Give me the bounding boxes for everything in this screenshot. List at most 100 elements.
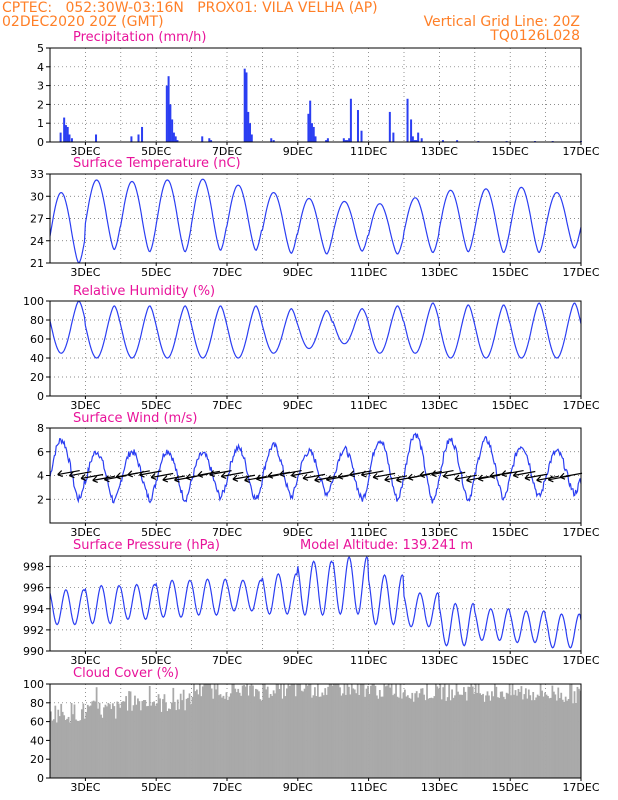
wind-arrowhead xyxy=(431,470,437,478)
cloud-bar xyxy=(538,695,540,778)
cloud-bar xyxy=(436,686,439,778)
y-tick-label: 3 xyxy=(37,80,44,93)
cloud-bar xyxy=(215,689,217,778)
cloud-bar xyxy=(572,703,574,778)
wind-arrow xyxy=(466,475,489,482)
x-tick-label: 3DEC xyxy=(70,266,100,279)
y-tick-label: 60 xyxy=(30,716,44,729)
cloud-bar xyxy=(191,696,194,778)
panel-frame xyxy=(49,47,582,143)
cloud-bar xyxy=(156,703,158,778)
wind-arrowhead xyxy=(442,471,449,479)
wind-arrowhead xyxy=(325,475,332,483)
wind-arrowhead xyxy=(361,470,367,478)
cloud-bar xyxy=(535,697,538,778)
wind-arrow xyxy=(431,469,454,476)
cloud-bar xyxy=(327,686,330,778)
cloud-bar xyxy=(508,684,511,778)
x-tick-label: 9DEC xyxy=(283,654,313,667)
panel-frame xyxy=(49,427,582,524)
cloud-bar xyxy=(70,703,73,778)
wind-arrow xyxy=(524,473,548,479)
cloud-bar xyxy=(210,688,213,778)
wind-arrowhead xyxy=(349,470,355,478)
precip-bar xyxy=(307,113,310,142)
cloud-bar xyxy=(383,684,386,778)
cloud-bar xyxy=(50,711,52,778)
cloud-bar xyxy=(283,684,285,778)
cloud-bar xyxy=(262,684,265,778)
cloud-bar xyxy=(97,708,99,778)
precip-bar xyxy=(137,134,140,142)
y-tick-label: 27 xyxy=(30,213,44,226)
cloud-bar xyxy=(340,695,343,778)
cloud-bar xyxy=(134,695,136,778)
cloud-bar xyxy=(196,689,198,778)
cloud-bar xyxy=(564,696,567,778)
cloud-bar xyxy=(100,714,102,778)
wind-arrowhead xyxy=(524,473,531,481)
precip-bar xyxy=(64,125,67,142)
x-tick-label: 13DEC xyxy=(421,526,458,539)
wind-arrow xyxy=(454,474,477,480)
cloud-bar xyxy=(319,696,322,778)
cloud-bar xyxy=(362,684,365,778)
cloud-bar xyxy=(396,696,399,778)
cloud-bar xyxy=(488,695,490,778)
cloud-bar xyxy=(299,684,302,778)
precip-bar xyxy=(66,126,69,142)
wind-arrow xyxy=(221,471,244,478)
cloud-bar xyxy=(250,684,253,778)
cloud-bar xyxy=(501,691,504,778)
wind-arrowhead xyxy=(396,475,402,483)
cloud-bar xyxy=(339,687,341,778)
cloud-bar xyxy=(278,689,281,778)
cloud-bar xyxy=(401,698,403,778)
x-tick-label: 9DEC xyxy=(283,266,313,279)
cloud-bar xyxy=(353,689,356,778)
wind-arrowhead xyxy=(279,470,285,478)
cloud-bar xyxy=(502,696,505,778)
x-tick-label: 15DEC xyxy=(492,266,529,279)
wind-arrowhead xyxy=(489,471,496,479)
cloud-bar xyxy=(346,684,349,778)
precip-bar xyxy=(413,140,416,142)
cloud-bar xyxy=(398,697,400,778)
cloud-bar xyxy=(128,691,130,778)
cloud-bar xyxy=(101,717,104,778)
cloud-bar xyxy=(119,707,122,778)
x-tick-label: 7DEC xyxy=(212,145,242,158)
cloud-bar xyxy=(58,716,61,778)
cloud-bar xyxy=(297,684,300,778)
cloud-bar xyxy=(255,688,257,778)
cloud-bar xyxy=(423,694,425,778)
cloud-bar xyxy=(126,710,129,778)
cloud-bar xyxy=(458,694,461,778)
cloud-bar xyxy=(109,704,111,778)
wind-arrow xyxy=(384,475,407,481)
cloud-bar xyxy=(316,684,319,778)
cloud-bar xyxy=(371,684,374,778)
cloud-bar xyxy=(194,691,197,778)
x-tick-label: 7DEC xyxy=(212,266,242,279)
panel-2: Surface Temperature (nC) 21 24 27 30 33 3DEC 5D… xyxy=(30,156,600,279)
panel-frame xyxy=(49,300,582,397)
cloud-bar xyxy=(272,690,275,778)
panel-5: Surface Pressure (hPa) Model Altitude: 13… xyxy=(23,538,600,667)
cloud-bar xyxy=(460,694,462,778)
cloud-bar xyxy=(390,684,393,778)
cloud-bar xyxy=(451,689,453,778)
precip-bar xyxy=(388,111,391,142)
wind-arrow xyxy=(279,469,302,476)
y-tick-label: 6 xyxy=(37,446,44,459)
x-tick-label: 3DEC xyxy=(70,654,100,667)
precip-bar xyxy=(243,68,246,142)
cloud-bar xyxy=(253,696,256,778)
wind-arrow xyxy=(361,470,384,476)
cloud-bar xyxy=(244,686,247,778)
cloud-bar xyxy=(225,692,228,778)
cloud-bar xyxy=(63,715,66,778)
x-tick-label: 9DEC xyxy=(283,399,313,412)
cloud-bar xyxy=(305,684,307,778)
